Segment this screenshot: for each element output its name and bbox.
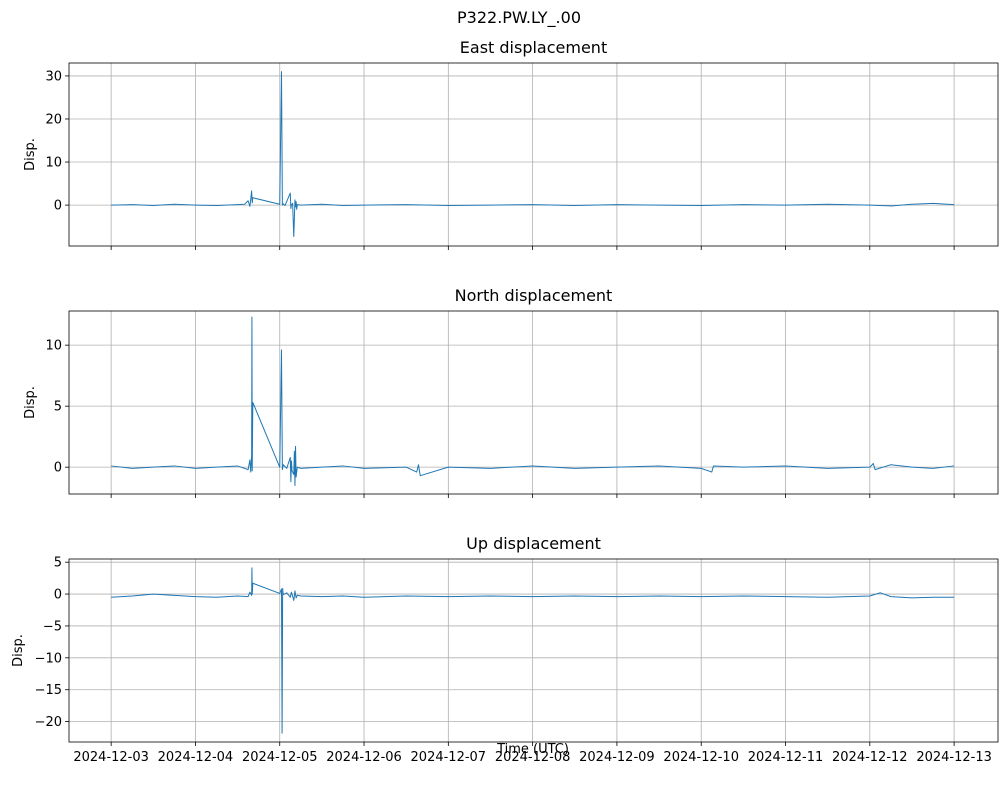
data-line-1	[111, 71, 955, 238]
data-line-1	[111, 567, 955, 734]
x-tick-label: 2024-12-10	[663, 750, 739, 765]
x-tick-label: 2024-12-04	[158, 750, 234, 765]
axes-frame	[68, 558, 999, 743]
axes-frame	[68, 62, 999, 247]
y-tick-label: −15	[35, 683, 62, 698]
panel-title: Up displacement	[466, 534, 601, 553]
axes-frame	[68, 310, 999, 495]
y-tick-label: 10	[45, 156, 62, 171]
x-tick-label: 2024-12-12	[832, 750, 908, 765]
x-tick-label: 2024-12-11	[748, 750, 824, 765]
x-tick-label: 2024-12-05	[242, 750, 318, 765]
x-tick-label: 2024-12-06	[326, 750, 402, 765]
panel-2: 0 5 10 North displacement Disp.	[23, 286, 999, 498]
y-tick-label: 30	[45, 69, 62, 84]
y-tick-label: −5	[43, 619, 62, 634]
y-tick-label: 5	[54, 400, 62, 415]
x-tick-label: 2024-12-07	[411, 750, 487, 765]
x-tick-label: 2024-12-09	[579, 750, 655, 765]
figure-title: P322.PW.LY_.00	[457, 8, 581, 28]
x-tick-label: 2024-12-08	[495, 750, 571, 765]
panels: 0 10 20 30 East displacement Disp. 0 5 10 North d…	[11, 38, 999, 746]
y-axis-label: Disp.	[23, 386, 38, 419]
x-axis-label: Time (UTC)	[496, 742, 569, 757]
y-axis-label: Disp.	[23, 138, 38, 171]
y-tick-label: −20	[35, 715, 62, 730]
panel-title: East displacement	[460, 38, 607, 57]
data-line-1	[111, 316, 955, 486]
y-tick-label: 10	[45, 339, 62, 354]
y-tick-label: 0	[54, 588, 62, 603]
y-tick-label: 0	[54, 461, 62, 476]
y-tick-label: −10	[35, 651, 62, 666]
x-tick-label: 2024-12-03	[73, 750, 149, 765]
y-axis-label: Disp.	[11, 634, 26, 667]
panel-1: 0 10 20 30 East displacement Disp.	[23, 38, 999, 250]
panel-3: 5 0 −5 −10 −15 −20 Up displacement Disp.	[11, 534, 999, 746]
x-tick-label: 2024-12-13	[916, 750, 992, 765]
y-tick-label: 20	[45, 112, 62, 127]
panel-title: North displacement	[455, 286, 613, 305]
x-tick-labels: 2024-12-03 2024-12-04 2024-12-05 2024-12-06…	[73, 750, 992, 765]
y-tick-label: 0	[54, 199, 62, 214]
y-tick-label: 5	[54, 556, 62, 571]
